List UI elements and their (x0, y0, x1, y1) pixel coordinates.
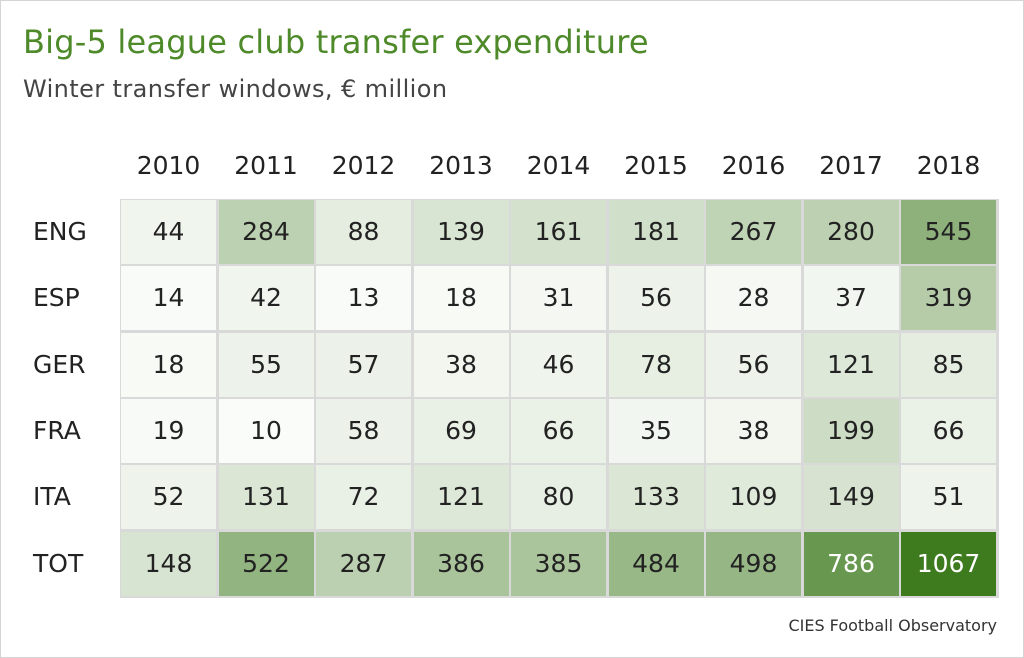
heatmap-cell-ger-2011: 55 (218, 332, 314, 397)
heatmap-cell-fra-2015: 35 (608, 398, 704, 463)
heatmap-cell-ita-2012: 72 (316, 465, 411, 530)
heatmap-cell-tot-2015: 484 (608, 531, 704, 596)
heatmap-cell-ita-2018: 51 (901, 465, 996, 530)
row-header-tot: TOT (33, 548, 84, 578)
heatmap-cell-ger-2013: 38 (413, 332, 509, 397)
column-header-2012: 2012 (331, 151, 396, 180)
row-header-esp: ESP (33, 283, 80, 313)
chart-subtitle: Winter transfer windows, € million (23, 75, 448, 103)
heatmap-cell-esp-2018: 319 (901, 266, 996, 331)
heatmap-cell-ger-2016: 56 (706, 332, 801, 397)
heatmap-cell-eng-2013: 139 (413, 200, 509, 264)
heatmap-cell-tot-2014: 385 (511, 531, 606, 596)
heatmap-cell-ita-2016: 109 (706, 465, 801, 530)
heatmap-cell-ger-2012: 57 (316, 332, 411, 397)
heatmap-cell-tot-2018: 1067 (901, 531, 996, 596)
column-header-2013: 2013 (429, 151, 493, 180)
heatmap-cell-ger-2015: 78 (608, 332, 704, 397)
heatmap-cell-fra-2011: 10 (218, 398, 314, 463)
source-credit: CIES Football Observatory (788, 616, 997, 635)
heatmap-cell-esp-2012: 13 (316, 266, 411, 331)
column-header-2014: 2014 (526, 151, 591, 180)
column-header-2017: 2017 (819, 151, 883, 180)
column-header-2015: 2015 (624, 151, 688, 180)
heatmap-cell-esp-2017: 37 (803, 266, 899, 331)
column-header-2011: 2011 (234, 151, 298, 180)
heatmap-cell-esp-2011: 42 (218, 266, 314, 331)
heatmap-cell-eng-2016: 267 (706, 200, 801, 264)
heatmap-cell-ita-2013: 121 (413, 465, 509, 530)
heatmap-cell-eng-2018: 545 (901, 200, 996, 264)
heatmap-cell-eng-2017: 280 (803, 200, 899, 264)
heatmap-cell-ita-2014: 80 (511, 465, 606, 530)
heatmap-cell-esp-2013: 18 (413, 266, 509, 331)
heatmap-cell-fra-2014: 66 (511, 398, 606, 463)
heatmap-cell-esp-2016: 28 (706, 266, 801, 331)
heatmap-cell-ita-2010: 52 (121, 465, 216, 530)
heatmap-cell-fra-2016: 38 (706, 398, 801, 463)
heatmap-grid: 44 284 88 139 161 181 267 280 545 14 42 13 18 31 56 28 3… (120, 199, 999, 598)
heatmap-cell-esp-2015: 56 (608, 266, 704, 331)
heatmap-cell-fra-2010: 19 (121, 398, 216, 463)
heatmap-cell-ita-2017: 149 (803, 465, 899, 530)
heatmap-cell-eng-2010: 44 (121, 200, 216, 264)
heatmap-cell-tot-2013: 386 (413, 531, 509, 596)
heatmap-cell-eng-2012: 88 (316, 200, 411, 264)
heatmap-cell-esp-2014: 31 (511, 266, 606, 331)
heatmap-cell-tot-2017: 786 (803, 531, 899, 596)
row-header-fra: FRA (33, 415, 81, 445)
column-header-2010: 2010 (136, 151, 201, 180)
heatmap-cell-eng-2014: 161 (511, 200, 606, 264)
heatmap-cell-eng-2011: 284 (218, 200, 314, 264)
row-header-ita: ITA (33, 482, 71, 512)
heatmap-cell-tot-2012: 287 (316, 531, 411, 596)
heatmap-cell-ita-2011: 131 (218, 465, 314, 530)
heatmap-cell-tot-2011: 522 (218, 531, 314, 596)
row-header-eng: ENG (33, 217, 87, 246)
heatmap-cell-fra-2017: 199 (803, 398, 899, 463)
heatmap-cell-ger-2018: 85 (901, 332, 996, 397)
heatmap-cell-tot-2016: 498 (706, 531, 801, 596)
heatmap-cell-fra-2012: 58 (316, 398, 411, 463)
heatmap-cell-fra-2018: 66 (901, 398, 996, 463)
heatmap-cell-ger-2010: 18 (121, 332, 216, 397)
heatmap-cell-esp-2010: 14 (121, 266, 216, 331)
heatmap-cell-ger-2014: 46 (511, 332, 606, 397)
heatmap-cell-eng-2015: 181 (608, 200, 704, 264)
heatmap-cell-fra-2013: 69 (413, 398, 509, 463)
column-header-2018: 2018 (916, 151, 981, 180)
row-header-ger: GER (33, 349, 86, 379)
heatmap-cell-ger-2017: 121 (803, 332, 899, 397)
heatmap-cell-tot-2010: 148 (121, 531, 216, 596)
column-header-2016: 2016 (721, 151, 786, 180)
chart-title: Big-5 league club transfer expenditure (23, 23, 649, 61)
heatmap-cell-ita-2015: 133 (608, 465, 704, 530)
